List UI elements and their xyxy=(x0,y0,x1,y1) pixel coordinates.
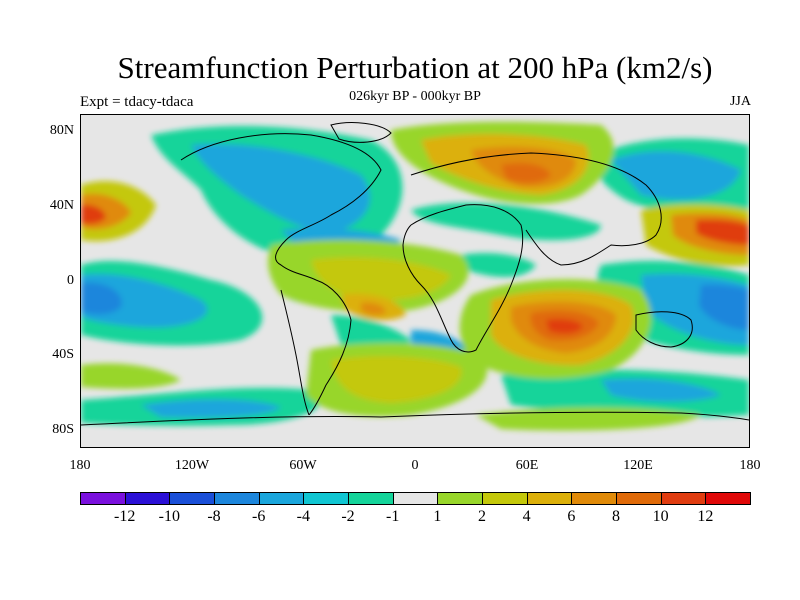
coastline-africa xyxy=(402,204,524,353)
contour-pos-mid xyxy=(361,302,386,316)
coastline-eurasia xyxy=(410,152,662,266)
x-axis-label-180-east: 180 xyxy=(739,458,761,473)
labelbar-label: -4 xyxy=(296,508,310,525)
contour-neg-high xyxy=(699,284,749,330)
labelbar-label: -8 xyxy=(207,508,221,525)
y-axis-label-80n: 80N xyxy=(49,123,74,138)
labelbar-swatch xyxy=(124,492,171,505)
y-axis-label-80s: 80S xyxy=(52,422,74,437)
labelbar-label: 10 xyxy=(652,508,669,525)
field-contours xyxy=(81,121,749,431)
coastline-north-america xyxy=(180,133,382,281)
labelbar-label: -2 xyxy=(341,508,355,525)
labelbar-label: -12 xyxy=(113,508,136,525)
x-axis-label-120w: 120W xyxy=(174,458,210,473)
contour-neg-mid xyxy=(611,151,741,200)
streamfunction-map xyxy=(81,115,749,447)
labelbar-swatch xyxy=(660,492,707,505)
labelbar-label: 1 xyxy=(433,508,442,525)
labelbar-swatch xyxy=(571,492,617,505)
labelbar-swatch xyxy=(482,492,528,505)
coastline-south-america-east xyxy=(308,279,352,416)
contour-pos-low xyxy=(81,363,181,389)
x-axis-label-0: 0 xyxy=(411,458,419,473)
color-labelbar xyxy=(80,492,751,507)
contour-neg-low xyxy=(411,202,601,241)
labelbar-swatch xyxy=(258,492,305,505)
y-axis-label-40n: 40N xyxy=(49,198,74,213)
labelbar-swatch xyxy=(80,492,126,505)
chart-title: Streamfunction Perturbation at 200 hPa (… xyxy=(117,50,713,85)
contour-neg-mid xyxy=(81,274,208,328)
contour-pos-high xyxy=(81,204,106,225)
x-axis-label-60w: 60W xyxy=(289,458,317,473)
coastlines xyxy=(81,122,749,426)
labelbar-label: 2 xyxy=(478,508,486,525)
contour-neg-low xyxy=(461,253,536,277)
labelbar-swatch xyxy=(616,492,662,505)
x-axis-label-120e: 120E xyxy=(623,458,653,473)
y-axis-label-40s: 40S xyxy=(52,347,74,362)
labelbar-label: 6 xyxy=(567,508,576,525)
contour-pos-high xyxy=(546,318,583,334)
labelbar-swatch xyxy=(437,492,483,505)
contour-pos-low xyxy=(476,407,701,431)
labelbar-swatch xyxy=(303,492,349,505)
experiment-label: Expt = tdacy-tdaca xyxy=(80,94,194,110)
labelbar-label: 8 xyxy=(612,508,620,525)
y-axis-label-0: 0 xyxy=(67,273,74,288)
labelbar-label: -10 xyxy=(158,508,180,525)
x-axis-label-180-west: 180 xyxy=(69,458,91,473)
contour-pos-high xyxy=(696,219,749,245)
labelbar-swatch xyxy=(169,492,215,505)
contour-neg-mid xyxy=(601,378,721,402)
labelbar-swatch xyxy=(705,492,751,505)
coastline-greenland xyxy=(330,122,392,143)
chart-subtitle: 026kyr BP - 000kyr BP xyxy=(349,89,481,104)
labelbar-swatch xyxy=(392,492,439,505)
labelbar-label: 4 xyxy=(522,508,531,525)
contour-neg-high xyxy=(81,282,122,315)
coastline-south-america-west xyxy=(280,289,310,416)
labelbar-label: 12 xyxy=(697,508,714,525)
labelbar-label: -1 xyxy=(385,508,400,525)
contour-pos-low xyxy=(331,355,462,403)
labelbar-swatch xyxy=(348,492,394,505)
labelbar-swatch xyxy=(526,492,573,505)
x-axis-label-60e: 60E xyxy=(515,458,539,473)
season-label: JJA xyxy=(729,94,751,109)
contour-pos-low xyxy=(311,257,451,301)
contour-pos-high xyxy=(501,163,551,184)
contour-neg-mid xyxy=(141,399,281,418)
contour-neg-mid xyxy=(191,144,370,233)
labelbar-label: -6 xyxy=(251,508,266,525)
map-plot-area xyxy=(80,114,750,448)
coastline-australia xyxy=(635,311,693,348)
labelbar-swatch xyxy=(214,492,260,505)
coastline-antarctica xyxy=(81,411,749,426)
